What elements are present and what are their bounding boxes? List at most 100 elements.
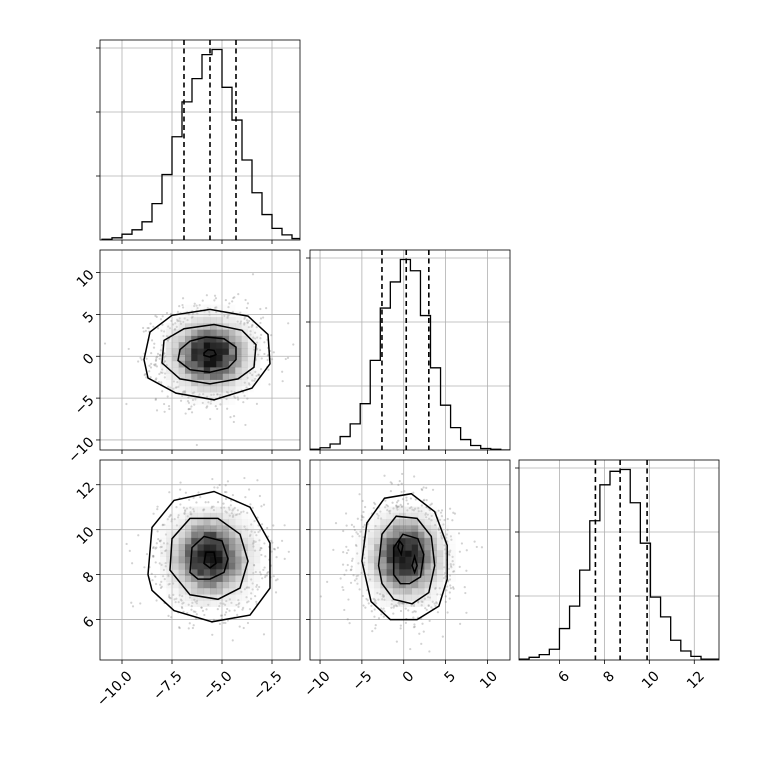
scatter-point	[349, 581, 353, 584]
scatter-point	[164, 549, 167, 553]
density-cell	[411, 600, 419, 607]
density-cell	[216, 398, 223, 405]
scatter-point	[137, 360, 140, 363]
scatter-point	[154, 363, 157, 366]
scatter-point	[175, 597, 178, 600]
density-cell	[247, 562, 255, 570]
density-cell	[247, 317, 255, 324]
scatter-point	[228, 598, 231, 601]
scatter-point	[367, 573, 370, 576]
density-cell	[172, 323, 180, 330]
y-tick-label: 8	[80, 569, 98, 587]
density-cell	[374, 556, 381, 564]
density-cell	[160, 379, 167, 387]
density-cell	[241, 537, 248, 545]
density-cell	[203, 342, 211, 349]
density-cell	[216, 562, 223, 570]
density-cell	[449, 537, 456, 545]
scatter-points	[125, 476, 290, 642]
scatter-point	[161, 371, 164, 374]
scatter-point	[256, 336, 259, 339]
density-cell	[216, 348, 223, 355]
density-cell	[210, 354, 217, 362]
scatter-point	[169, 452, 171, 454]
scatter-point	[357, 562, 360, 565]
density-cell	[222, 556, 230, 564]
panel-frame	[99, 39, 301, 241]
density-cell	[241, 348, 248, 355]
scatter-point	[434, 604, 437, 608]
scatter-point	[187, 603, 190, 606]
scatter-point	[159, 353, 162, 356]
density-cell	[178, 323, 186, 330]
density-cell	[185, 304, 192, 312]
scatter-point	[287, 322, 290, 325]
scatter-point	[179, 320, 182, 323]
scatter-point	[248, 319, 251, 323]
density-cell	[216, 360, 223, 368]
density-cell	[399, 562, 406, 570]
density-cell	[160, 519, 167, 526]
density-cell	[216, 537, 223, 545]
density-cell	[191, 385, 198, 393]
density-cell	[178, 519, 186, 526]
scatter-point	[182, 390, 185, 393]
scatter-point	[404, 621, 408, 624]
scatter-point	[409, 647, 412, 651]
scatter-point	[209, 417, 212, 421]
scatter-point	[281, 380, 284, 383]
scatter-point	[184, 509, 187, 512]
scatter-point	[159, 349, 162, 352]
scatter-point	[212, 509, 216, 512]
density-cell	[216, 354, 223, 362]
scatter-point	[246, 321, 249, 324]
scatter-point	[401, 602, 404, 605]
scatter-point	[364, 606, 367, 609]
scatter-point	[251, 582, 254, 585]
density-cell	[228, 398, 236, 405]
scatter-point	[182, 320, 185, 324]
scatter-point	[374, 503, 377, 506]
density-cell	[166, 512, 173, 520]
density-cell	[241, 556, 248, 564]
scatter-point	[437, 509, 440, 512]
density-cell	[241, 392, 248, 399]
scatter-point	[448, 578, 452, 581]
scatter-point	[166, 542, 169, 545]
scatter-point	[255, 534, 258, 537]
density-cell	[185, 581, 192, 589]
scatter-point	[264, 574, 267, 577]
density-cell	[191, 562, 198, 570]
scatter-point	[131, 605, 135, 608]
density-cell	[253, 323, 261, 330]
density-cell	[253, 379, 261, 387]
density-cell	[197, 385, 205, 393]
scatter-point	[427, 604, 430, 608]
scatter-point	[463, 586, 466, 589]
scatter-point	[256, 588, 259, 591]
density-cell	[417, 600, 425, 607]
density-cell	[442, 556, 450, 564]
scatter-point	[365, 597, 368, 601]
scatter-point	[236, 320, 239, 323]
scatter-point	[193, 391, 196, 394]
scatter-point	[378, 593, 382, 596]
scatter-point	[445, 533, 449, 536]
density-cell	[253, 525, 261, 532]
density-cell	[380, 506, 387, 514]
scatter-point	[473, 540, 476, 543]
scatter-point	[413, 475, 416, 478]
density-cell	[405, 519, 412, 526]
scatter-point	[155, 409, 159, 412]
scatter-point	[195, 613, 198, 616]
density-cell	[405, 525, 412, 532]
density-cell	[166, 348, 173, 355]
scatter-point	[226, 480, 230, 483]
scatter-point	[193, 403, 196, 406]
density-cell	[405, 544, 412, 551]
scatter-point	[272, 351, 275, 354]
scatter-point	[376, 591, 379, 595]
scatter-point	[209, 399, 213, 402]
density-cell	[399, 525, 406, 532]
scatter-point	[417, 600, 420, 603]
